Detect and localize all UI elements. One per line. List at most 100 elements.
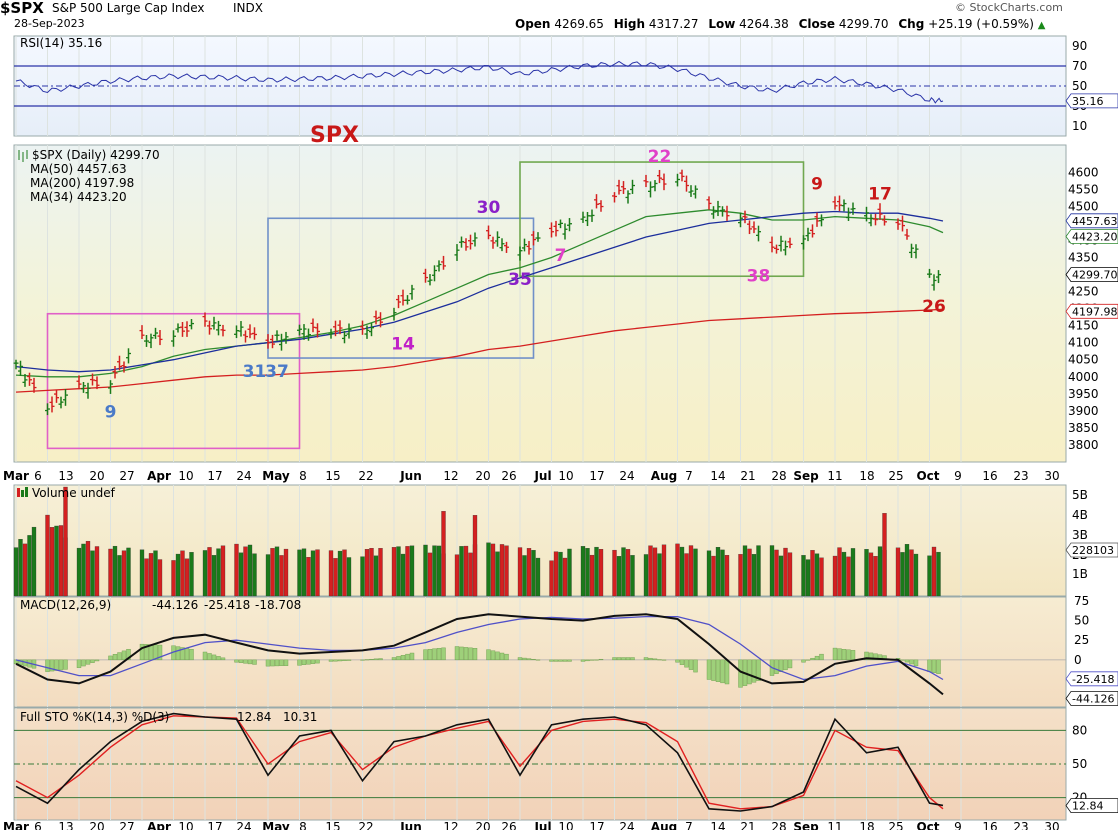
- index-name: S&P 500 Large Cap Index: [52, 1, 205, 15]
- x-axis-tick-label: Apr: [147, 469, 171, 483]
- x-axis-tick-label: Jul: [533, 469, 551, 483]
- volume-bar: [648, 545, 653, 597]
- macd-histogram-bar: [819, 653, 824, 661]
- cycle-count-label: 30: [477, 198, 501, 218]
- macd-histogram-bar: [612, 657, 617, 661]
- macd-histogram-bar: [594, 659, 599, 661]
- macd-histogram-bar: [526, 658, 532, 661]
- volume-bar: [13, 547, 19, 597]
- x-axis-tick-label: 23: [1013, 469, 1028, 483]
- volume-bar: [778, 555, 784, 597]
- macd-histogram-bar: [279, 659, 284, 667]
- macd-histogram-bar: [373, 658, 379, 661]
- macd-histogram-bar: [531, 658, 536, 661]
- x-axis-tick-label: 17: [589, 469, 604, 483]
- volume-spike-bar: [472, 515, 478, 597]
- macd-histogram-bar: [738, 659, 743, 688]
- volume-bar: [742, 545, 748, 597]
- x-axis-tick-label: 9: [954, 469, 962, 483]
- macd-histogram-bar: [274, 659, 280, 667]
- x-axis-bottom-tick-label: 28: [771, 820, 786, 830]
- x-axis-bottom-tick-label: 12: [443, 820, 458, 830]
- x-axis-tick-label: May: [262, 469, 290, 483]
- x-axis-bottom-tick-label: Mar: [3, 820, 29, 830]
- macd-histogram-bar: [202, 651, 208, 661]
- volume-bar: [553, 551, 559, 597]
- volume-bar: [315, 549, 320, 597]
- price-y-tick: 4100: [1068, 336, 1099, 350]
- macd-series: [13, 613, 1066, 696]
- macd-histogram-bar: [621, 657, 626, 661]
- volume-bar: [423, 544, 428, 597]
- sto-last-value-tag: 12.84: [1065, 798, 1118, 814]
- ma200-last-value-tag-text: 4197.98: [1072, 305, 1118, 318]
- exchange: INDX: [233, 1, 263, 15]
- macd-histogram-bar: [90, 659, 95, 663]
- sto-legend-label: Full STO %K(14,3) %D(3): [20, 710, 169, 724]
- macd-legend-macd: -44.126: [152, 598, 198, 612]
- x-axis-tick-label: 10: [178, 469, 193, 483]
- cycle-count-label: 9: [811, 174, 823, 194]
- macd-histogram-bar: [927, 659, 932, 672]
- ma50-last-value-tag-shape: [1065, 213, 1118, 229]
- volume-bar: [126, 547, 131, 597]
- cycle-count-label: 9: [105, 403, 117, 423]
- volume-bar: [310, 550, 316, 597]
- x-axis-bottom-tick-label: 10: [558, 820, 573, 830]
- volume-bar: [252, 553, 257, 597]
- macd-histogram-bar: [400, 655, 406, 661]
- macd-histogram-bar: [405, 653, 410, 661]
- volume-bar: [180, 550, 185, 597]
- x-axis-tick-label: 8: [299, 469, 307, 483]
- rsi-last-value-tag-text: 35.16: [1072, 95, 1104, 108]
- volume-bar: [535, 557, 541, 597]
- macd-histogram-bar: [832, 647, 838, 661]
- volume-bar: [679, 546, 685, 597]
- volume-bar: [400, 553, 406, 597]
- x-axis-tick-label: Jun: [399, 469, 422, 483]
- macd-histogram-bar: [454, 646, 460, 661]
- rsi-line: [15, 60, 944, 104]
- sto-last-value-tag-text: 12.84: [1072, 800, 1104, 813]
- macd-histogram-bar: [121, 650, 127, 661]
- macd-histogram-bar: [589, 659, 595, 661]
- macd-legend-hist: -18.708: [255, 598, 301, 612]
- macd-histogram-bar: [346, 659, 352, 661]
- ma50-last-value-tag: 4457.63: [1065, 213, 1118, 229]
- macd-histogram-bar: [724, 659, 730, 685]
- macd-histogram-bar: [715, 659, 721, 682]
- volume-bar: [769, 545, 775, 597]
- volume-bar: [279, 555, 284, 597]
- volume-bar: [819, 557, 824, 597]
- macd-signal-line: [15, 615, 944, 681]
- brand-logo[interactable]: © StockCharts.com: [955, 1, 1063, 14]
- macd-histogram-bar: [117, 652, 122, 661]
- macd-histogram-bar: [112, 654, 118, 661]
- volume-bar: [274, 546, 280, 597]
- x-axis-tick-label: 12: [443, 469, 458, 483]
- macd-histogram-bar: [499, 652, 505, 661]
- volume-bar: [900, 552, 905, 597]
- macd-histogram-bar: [468, 647, 473, 661]
- macd-histogram-bar: [756, 659, 761, 681]
- symbol[interactable]: $SPX: [0, 0, 44, 17]
- macd-histogram-bar: [720, 659, 725, 684]
- cycle-count-label: 17: [868, 185, 892, 205]
- volume-bar: [657, 553, 662, 597]
- macd-legend: MACD(12,26,9) -44.126 -25.418 -18.708: [20, 598, 301, 612]
- volume-bar: [45, 514, 50, 597]
- low-label: Low: [708, 17, 736, 31]
- cycle-box-pink: [46, 312, 301, 450]
- macd-histogram-bar: [472, 648, 478, 661]
- macd-histogram-bar: [216, 656, 221, 661]
- volume-bar: [148, 553, 154, 597]
- low-value: 4264.38: [739, 17, 789, 31]
- macd-histogram-bar: [585, 659, 590, 662]
- price-y-tick: 4600: [1068, 165, 1099, 179]
- volume-bar: [738, 554, 743, 597]
- ma50-line: [15, 210, 944, 373]
- macd-histogram-bar: [310, 659, 316, 664]
- x-axis-tick-label: 22: [358, 469, 373, 483]
- volume-last-value-tag-shape: [1065, 542, 1118, 558]
